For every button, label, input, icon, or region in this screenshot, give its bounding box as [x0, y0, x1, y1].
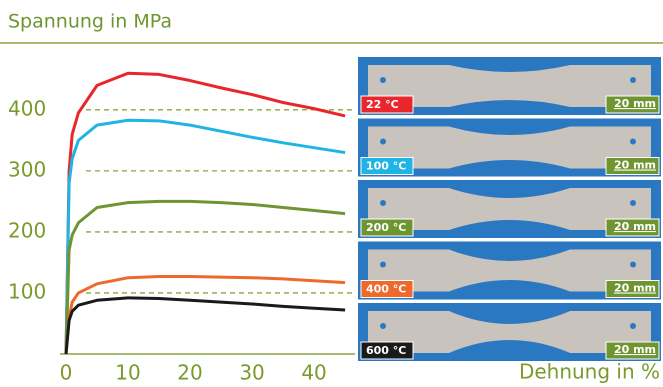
scale-label: 20 mm [614, 220, 656, 233]
specimen-photo: 600 °C 20 mm [358, 303, 661, 361]
scale-label: 20 mm [614, 343, 656, 356]
scale-label: 20 mm [614, 97, 656, 110]
specimen-photo: 400 °C 20 mm [358, 242, 661, 300]
line [66, 298, 345, 354]
hole [630, 77, 636, 83]
hole [380, 262, 386, 268]
specimen-photo: 200 °C 20 mm [358, 180, 661, 238]
scale-label: 20 mm [614, 282, 656, 295]
hole [630, 200, 636, 206]
legend-label: 600 °C [366, 344, 406, 357]
y-tick-label: 100 [8, 279, 46, 303]
x-tick-label: 40 [301, 361, 326, 385]
legend-label: 100 °C [366, 160, 406, 173]
legend-label: 400 °C [366, 283, 406, 296]
hole [630, 139, 636, 145]
legend-label: 200 °C [366, 221, 406, 234]
scale-label: 20 mm [614, 159, 656, 172]
x-tick-label: 30 [239, 361, 264, 385]
hole [380, 77, 386, 83]
y-tick-label: 400 [8, 96, 46, 120]
line [66, 120, 345, 354]
specimen-photo: 22 °C 20 mm [358, 57, 661, 115]
hole [380, 200, 386, 206]
x-axis-label: Dehnung in % [519, 360, 660, 384]
chart-title: Spannung in MPa [8, 11, 172, 33]
x-tick-label: 0 [60, 361, 73, 385]
line [66, 276, 345, 354]
hole [630, 262, 636, 268]
y-tick-label: 200 [8, 218, 46, 242]
y-tick-label: 300 [8, 157, 46, 181]
hole [630, 323, 636, 329]
line [66, 73, 345, 354]
legend-label: 22 °C [366, 98, 399, 111]
x-tick-label: 10 [115, 361, 140, 385]
specimen-photo: 100 °C 20 mm [358, 119, 661, 177]
x-tick-label: 20 [177, 361, 202, 385]
hole [380, 139, 386, 145]
hole [380, 323, 386, 329]
chart: Spannung in MPa Dehnung in % 10020030040… [0, 0, 663, 387]
